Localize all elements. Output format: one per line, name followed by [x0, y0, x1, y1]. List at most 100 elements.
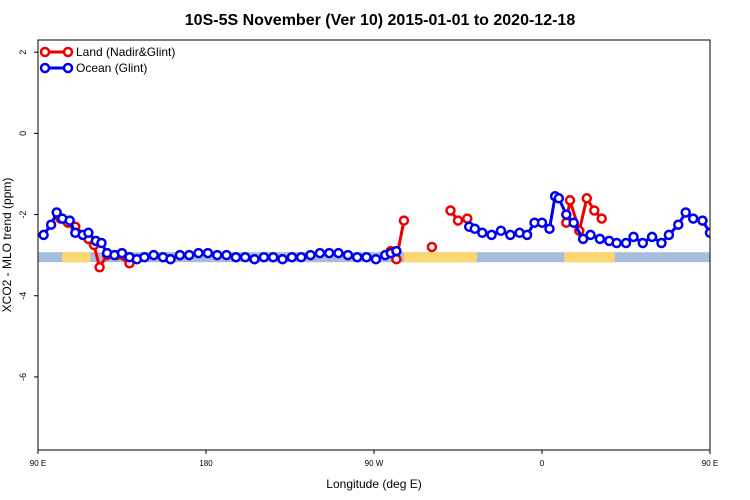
series-1-point: [351, 251, 363, 263]
series-0-point: [452, 215, 464, 226]
land-band-0: [62, 252, 91, 263]
y-axis: 2 0 -2 -4 -6: [18, 50, 38, 381]
series-0-point: [596, 213, 607, 224]
series-1-point: [193, 247, 204, 259]
series-1-point: [64, 215, 75, 226]
x-tick-label-0: 90 E: [30, 459, 46, 468]
series-1-point: [505, 229, 516, 241]
series-1-point: [663, 229, 675, 241]
series-1-point: [139, 251, 150, 263]
series-0-point: [581, 193, 593, 204]
series-1-point: [561, 209, 572, 220]
series-layer: [38, 191, 750, 273]
legend: Land (Nadir&Glint) Ocean (Glint): [39, 45, 175, 75]
x-tick-label-2: 90 W: [365, 459, 384, 468]
series-1-point: [628, 231, 639, 243]
series-0-point: [564, 195, 576, 206]
series-1-point: [477, 227, 488, 239]
series-1-point: [727, 237, 735, 245]
legend-marker-1: [39, 62, 51, 74]
series-1-line-1: [468, 194, 710, 245]
series-1-point: [267, 251, 279, 263]
x-axis-label: Longitude (deg E): [326, 477, 421, 491]
series-1-point: [704, 227, 710, 239]
series-1-point: [323, 247, 335, 259]
series-1-point: [305, 249, 316, 261]
series-1-point: [673, 219, 684, 230]
series-1-point: [148, 249, 159, 261]
series-1-point: [183, 249, 195, 261]
series-1-point: [585, 229, 596, 241]
series-1-point: [486, 229, 497, 241]
series-1-point: [211, 249, 223, 261]
series-1-point: [745, 251, 750, 259]
legend-label-0: Land (Nadir&Glint): [76, 45, 175, 59]
y-axis-label: XCO2 - MLO trend (ppm): [0, 178, 14, 313]
series-1-point: [361, 251, 372, 263]
series-1-point: [286, 251, 298, 263]
series-0-point: [728, 215, 736, 223]
series-1-point: [611, 237, 622, 249]
y-tick-label-1: 0: [18, 131, 28, 136]
y-tick-label-2: -2: [18, 211, 28, 219]
y-tick-label-0: 2: [18, 50, 28, 55]
legend-marker-0: [62, 46, 74, 58]
series-1-point: [333, 247, 344, 259]
series-1-point: [719, 229, 727, 237]
series-1-point: [495, 225, 507, 237]
series-1-point: [370, 253, 382, 265]
chart-title: 10S-5S November (Ver 10) 2015-01-01 to 2…: [185, 12, 576, 29]
series-1-point: [656, 237, 667, 249]
series-1-point: [277, 253, 288, 265]
series-1-point: [536, 217, 548, 228]
series-0-point: [398, 215, 410, 226]
y-tick-label-3: -4: [18, 292, 28, 300]
series-1-point: [249, 253, 260, 265]
series-1-point: [738, 249, 746, 257]
series-1-point: [83, 227, 94, 239]
series-1-point: [553, 193, 565, 204]
series-1-point: [295, 251, 307, 263]
legend-marker-1: [62, 62, 74, 74]
series-0-point: [743, 223, 750, 231]
x-tick-label-3: 0: [540, 459, 545, 468]
series-1-point: [469, 223, 481, 235]
series-1-point: [165, 253, 176, 265]
series-1-point: [712, 231, 720, 239]
series-1: [38, 191, 750, 265]
series-1-point: [687, 213, 699, 224]
series-1-point: [96, 237, 107, 249]
land-band-3: [745, 252, 750, 262]
land-band-1: [403, 252, 477, 263]
series-1-point: [544, 223, 555, 235]
series-1-point: [342, 249, 354, 261]
series-1-point: [258, 251, 270, 263]
series-1-point: [314, 247, 326, 259]
legend-label-1: Ocean (Glint): [76, 61, 147, 75]
series-1-point: [202, 247, 214, 259]
y-tick-label-4: -6: [18, 373, 28, 381]
series-1-point: [221, 249, 232, 261]
series-1-point: [594, 233, 606, 245]
land-band-2: [564, 252, 615, 263]
series-0-point: [445, 205, 456, 216]
series-1-point: [568, 217, 579, 228]
series-0-line-5: [732, 219, 750, 268]
series-0-point: [462, 213, 473, 224]
series-1-point: [239, 251, 251, 263]
series-1-point: [637, 237, 649, 249]
series-1-point: [174, 249, 186, 261]
series-1-point: [51, 207, 62, 218]
series-1-point: [697, 215, 708, 226]
series-1-point: [521, 229, 533, 241]
series-1-point: [116, 247, 128, 259]
series-0-point: [736, 219, 744, 227]
x-tick-label-1: 180: [199, 459, 213, 468]
series-1-point: [45, 219, 57, 230]
series-0-point: [589, 205, 600, 216]
series-1-point: [391, 245, 402, 257]
series-1-point: [230, 251, 242, 263]
series-0-point: [94, 262, 105, 273]
x-tick-label-4: 90 E: [702, 459, 718, 468]
